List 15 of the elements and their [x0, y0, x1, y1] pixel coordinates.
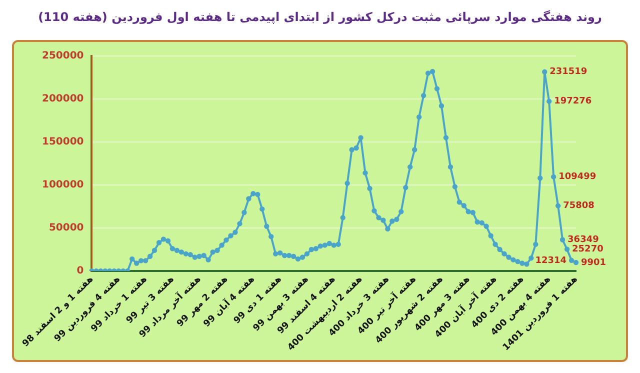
y-tick-label: 50000	[48, 222, 84, 234]
data-label: 25270	[572, 244, 604, 255]
data-label: 197276	[554, 96, 592, 107]
chart-title: روند هفتگی موارد سرپائی مثبت درکل کشور از ابتدای اپیدمی تا هفته اول فروردین (هفته 110)	[37, 9, 603, 26]
y-tick-label: 200000	[42, 94, 84, 105]
y-tick-label: 0	[76, 266, 84, 277]
y-tick-label: 150000	[42, 136, 84, 148]
data-label: 9901	[581, 258, 606, 268]
data-label: 75808	[563, 201, 594, 212]
data-label: 109499	[558, 172, 596, 182]
data-label: 36349	[568, 235, 599, 246]
y-tick-label: 250000	[42, 50, 84, 62]
data-label: 231519	[550, 67, 588, 78]
data-label: 12314	[535, 256, 567, 266]
y-tick-label: 100000	[42, 180, 84, 191]
